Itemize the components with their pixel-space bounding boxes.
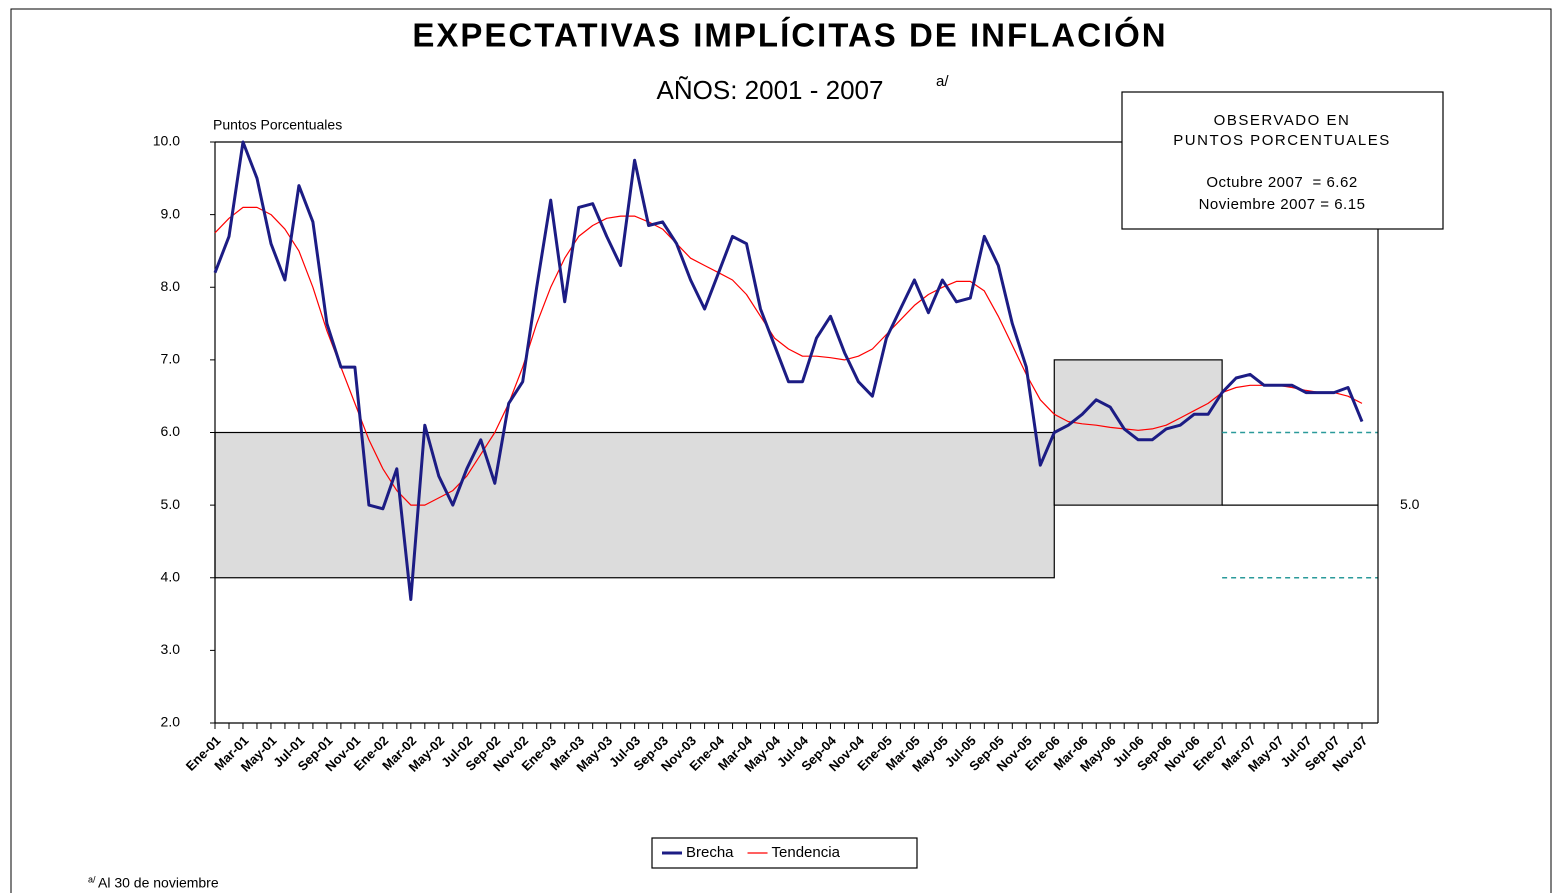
annotation-text: Noviembre 2007 = 6.15 bbox=[1199, 196, 1366, 213]
footnote: Al 30 de noviembre bbox=[98, 875, 219, 891]
annotation-text: OBSERVADO EN bbox=[1214, 112, 1351, 129]
chart-title: EXPECTATIVAS IMPLÍCITAS DE INFLACIÓN bbox=[412, 17, 1167, 54]
frame bbox=[10, 8, 1552, 893]
y-tick-label: 2.0 bbox=[161, 714, 181, 730]
series-line bbox=[213, 140, 1364, 601]
y-axis-label: Puntos Porcentuales bbox=[213, 117, 342, 133]
series-line bbox=[214, 206, 1363, 506]
subtitle-note: a/ bbox=[936, 73, 949, 90]
annotation-box bbox=[1121, 91, 1444, 230]
y-tick-label: 8.0 bbox=[161, 278, 181, 294]
right-label: 5.0 bbox=[1400, 496, 1420, 512]
target-band bbox=[214, 431, 1055, 579]
annotation-text: PUNTOS PORCENTUALES bbox=[1173, 132, 1390, 149]
chart-subtitle: AÑOS: 2001 - 2007 bbox=[657, 75, 884, 105]
y-tick-label: 5.0 bbox=[161, 496, 181, 512]
annotation-text: Octubre 2007 = 6.62 bbox=[1206, 174, 1357, 191]
y-tick-label: 7.0 bbox=[161, 351, 181, 367]
target-band bbox=[1053, 359, 1223, 506]
legend-label: Brecha bbox=[686, 844, 734, 861]
y-tick-label: 4.0 bbox=[161, 568, 181, 584]
y-tick-label: 10.0 bbox=[153, 133, 180, 149]
y-tick-label: 9.0 bbox=[161, 205, 181, 221]
y-tick-label: 6.0 bbox=[161, 423, 181, 439]
legend-label: Tendencia bbox=[772, 844, 841, 861]
footnote-mark: a/ bbox=[88, 874, 96, 884]
legend-box bbox=[651, 837, 918, 869]
y-tick-label: 3.0 bbox=[161, 641, 181, 657]
